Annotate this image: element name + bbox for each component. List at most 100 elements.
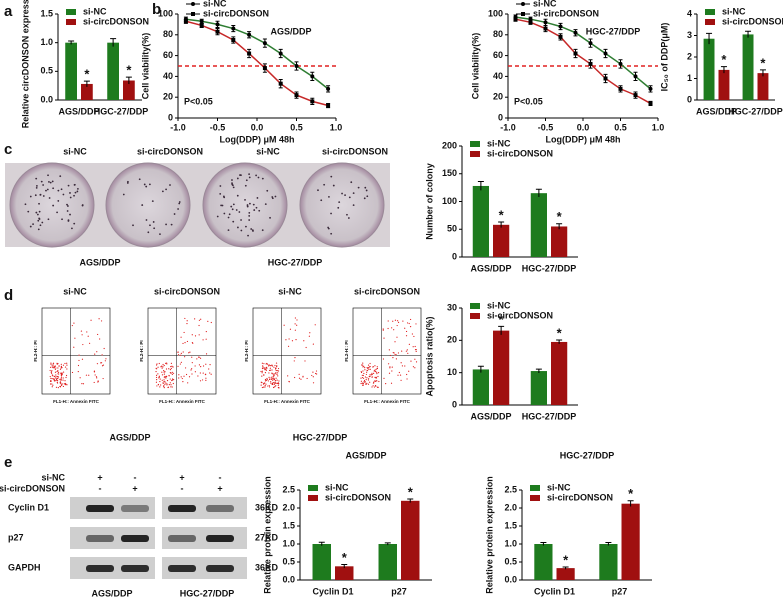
flow-label: si-NC bbox=[63, 286, 87, 296]
flow-dot bbox=[394, 341, 396, 343]
x-tick-label: HGC-27/DDP bbox=[522, 263, 577, 273]
colony-dot bbox=[240, 229, 243, 232]
flow-dot bbox=[64, 380, 66, 382]
flow-dot bbox=[315, 372, 317, 375]
flow-dot bbox=[271, 378, 273, 380]
flow-dot bbox=[397, 374, 399, 376]
flow-dot bbox=[155, 370, 157, 373]
flow-dot bbox=[268, 372, 270, 374]
flow-dot bbox=[414, 345, 416, 348]
series-line bbox=[515, 16, 651, 90]
flow-dot bbox=[364, 369, 366, 371]
flow-dot bbox=[191, 362, 193, 364]
significance: * bbox=[126, 63, 132, 78]
flow-dot bbox=[412, 346, 414, 348]
flow-dot bbox=[296, 319, 298, 321]
flow-dot bbox=[186, 322, 188, 325]
flow-dot bbox=[372, 382, 375, 384]
colony-dot bbox=[40, 180, 43, 183]
flow-dot bbox=[414, 367, 416, 369]
flow-dot bbox=[59, 378, 61, 381]
flow-dot bbox=[172, 366, 174, 368]
flow-dot bbox=[391, 327, 393, 329]
flow-dot bbox=[372, 385, 374, 387]
x-tick-label: 1.0 bbox=[652, 122, 665, 132]
flow-dot bbox=[53, 366, 55, 368]
flow-dot bbox=[86, 331, 88, 333]
flow-dot bbox=[56, 379, 59, 382]
x-tick-label: 1.0 bbox=[330, 122, 343, 132]
flow-dot bbox=[364, 366, 366, 369]
y-axis-label: Number of colony bbox=[424, 163, 434, 240]
flow-dot bbox=[197, 375, 199, 377]
colony-dot bbox=[39, 224, 42, 227]
y-tick-label: 0.0 bbox=[504, 574, 517, 584]
colony-dot bbox=[248, 173, 250, 176]
flow-dot bbox=[169, 378, 171, 380]
error-bar bbox=[110, 38, 117, 47]
colony-dot bbox=[148, 183, 151, 186]
colony-dot bbox=[38, 210, 41, 213]
point bbox=[573, 30, 578, 35]
colony-dot bbox=[61, 218, 63, 221]
colony-dot bbox=[232, 203, 235, 206]
flow-dot bbox=[395, 358, 398, 360]
flow-dot bbox=[167, 386, 169, 389]
colony-dot bbox=[240, 174, 242, 177]
flow-x-axis: FL1-H:: Annexin FITC bbox=[364, 399, 411, 404]
flow-dot bbox=[189, 351, 191, 353]
flow-dot bbox=[201, 379, 204, 381]
flow-dot bbox=[289, 328, 292, 330]
colony-dot bbox=[220, 204, 223, 207]
flow-dot bbox=[305, 346, 307, 349]
flow-dot bbox=[367, 383, 370, 385]
flow-dot bbox=[157, 366, 159, 368]
band bbox=[86, 505, 114, 512]
flow-dot bbox=[311, 374, 313, 377]
colony-dot bbox=[338, 201, 341, 204]
flow-dot bbox=[315, 370, 318, 372]
flow-dot bbox=[396, 324, 398, 327]
flow-dot bbox=[263, 374, 265, 376]
blot bbox=[162, 527, 247, 549]
flow-dot bbox=[270, 382, 272, 384]
flow-dot bbox=[408, 370, 410, 372]
colony-dot bbox=[49, 181, 52, 184]
colony-dot bbox=[81, 204, 84, 207]
flow-dot bbox=[300, 378, 302, 380]
flow-dot bbox=[196, 358, 198, 360]
flow-dot bbox=[366, 371, 368, 373]
flow-dot bbox=[172, 372, 175, 374]
colony-label: si-circDONSON bbox=[137, 146, 203, 156]
flow-dot bbox=[62, 364, 65, 366]
flow-dot bbox=[275, 385, 277, 387]
bar bbox=[472, 185, 489, 257]
flow-plot bbox=[41, 307, 111, 395]
legend-marker bbox=[521, 2, 525, 6]
colony-dot bbox=[332, 184, 335, 187]
flow-dot bbox=[157, 373, 159, 375]
y-tick-label: 60 bbox=[493, 50, 503, 60]
flow-dot bbox=[172, 378, 174, 380]
error-bar bbox=[556, 339, 563, 344]
flow-dot bbox=[394, 354, 396, 356]
y-tick-label: 2.5 bbox=[504, 484, 517, 494]
colony-dot bbox=[261, 229, 264, 232]
y-tick-label: 40 bbox=[493, 71, 503, 81]
bar bbox=[493, 224, 510, 257]
x-tick-label: AGS/DDP bbox=[696, 106, 737, 116]
flow-dot bbox=[294, 329, 296, 331]
colony-dot bbox=[161, 190, 164, 193]
y-axis-label: Relative circDONSON expression bbox=[20, 0, 30, 128]
flow-dot bbox=[163, 381, 165, 383]
flow-dot bbox=[401, 365, 403, 367]
flow-dot bbox=[164, 381, 166, 383]
flow-dot bbox=[60, 375, 63, 377]
colony-dot bbox=[177, 208, 179, 210]
flow-dot bbox=[57, 387, 59, 389]
error-bar bbox=[535, 368, 542, 373]
colony-dot bbox=[245, 225, 247, 228]
colony-dot bbox=[248, 215, 251, 217]
flow-dot bbox=[375, 385, 377, 387]
y-tick-label: 50 bbox=[447, 224, 457, 234]
